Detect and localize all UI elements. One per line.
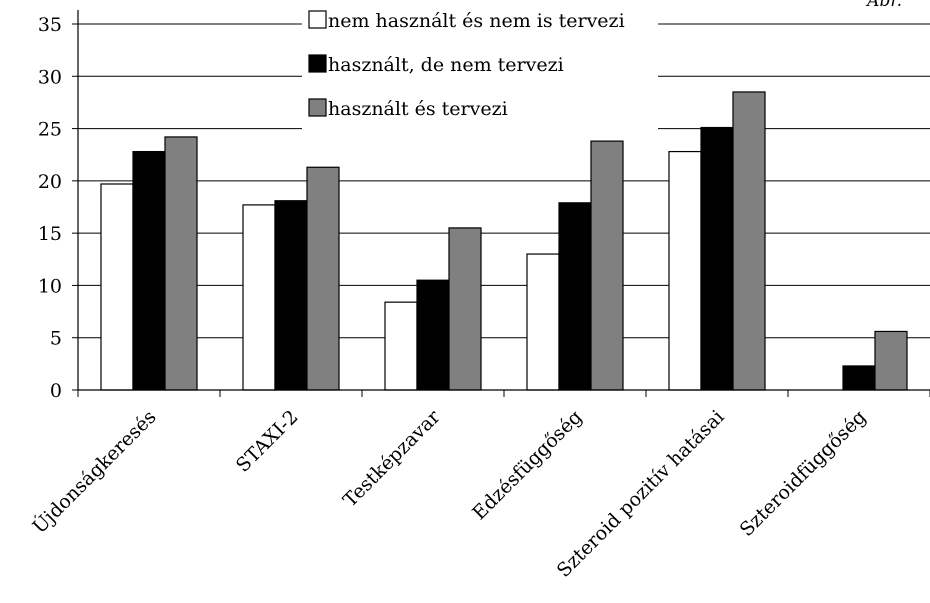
bar-3-1	[164, 136, 198, 391]
category-labels: Újdonságkeresés STAXI-2 Testképzavar Edzésf…	[28, 405, 871, 581]
bar-2-6	[842, 365, 876, 391]
bar-1-3	[384, 301, 418, 391]
legend-swatch	[308, 54, 327, 73]
category-label: Edzésfüggőség	[468, 406, 586, 524]
legend-swatch	[308, 10, 327, 29]
y-tick-label: 0	[50, 380, 62, 402]
bar-1-5	[668, 150, 702, 391]
legend: nem használt és nem is tervezi használt, …	[302, 0, 658, 132]
bar-2-1	[132, 150, 166, 391]
bar-3-3	[448, 227, 482, 391]
y-tick-label: 25	[38, 119, 62, 141]
y-axis-ticks: 0 5 10 15 20 25 30 35	[38, 14, 78, 402]
category-label: Szteroid pozitív hatásai	[553, 406, 729, 582]
category-label: Testképzavar	[339, 405, 445, 511]
legend-swatch	[308, 98, 327, 117]
bar-2-5	[700, 126, 734, 391]
category-label: Szteroidfüggőség	[736, 406, 871, 541]
bar-2-4	[558, 202, 592, 391]
corner-label: Ábr.	[865, 0, 902, 11]
bar-1-1	[100, 183, 134, 391]
bar-2-3	[416, 279, 450, 391]
legend-background	[302, 0, 658, 132]
legend-label: nem használt és nem is tervezi	[328, 10, 625, 32]
bar-3-2	[306, 166, 340, 391]
bars	[100, 91, 908, 391]
bar-2-2	[274, 200, 308, 391]
category-label: Újdonságkeresés	[28, 405, 161, 538]
bar-1-2	[242, 204, 276, 391]
y-tick-label: 35	[38, 14, 62, 36]
bar-3-5	[732, 91, 766, 391]
y-tick-label: 20	[38, 171, 62, 193]
bar-3-4	[590, 140, 624, 391]
y-tick-label: 10	[38, 275, 62, 297]
category-label: STAXI-2	[232, 406, 303, 477]
y-tick-label: 30	[38, 66, 62, 88]
bar-1-4	[526, 253, 560, 391]
y-tick-label: 5	[50, 328, 62, 350]
y-tick-label: 15	[38, 223, 62, 245]
legend-label: használt, de nem tervezi	[328, 54, 564, 76]
axes	[77, 10, 930, 397]
legend-label: használt és tervezi	[328, 98, 508, 120]
bar-3-6	[874, 330, 908, 391]
